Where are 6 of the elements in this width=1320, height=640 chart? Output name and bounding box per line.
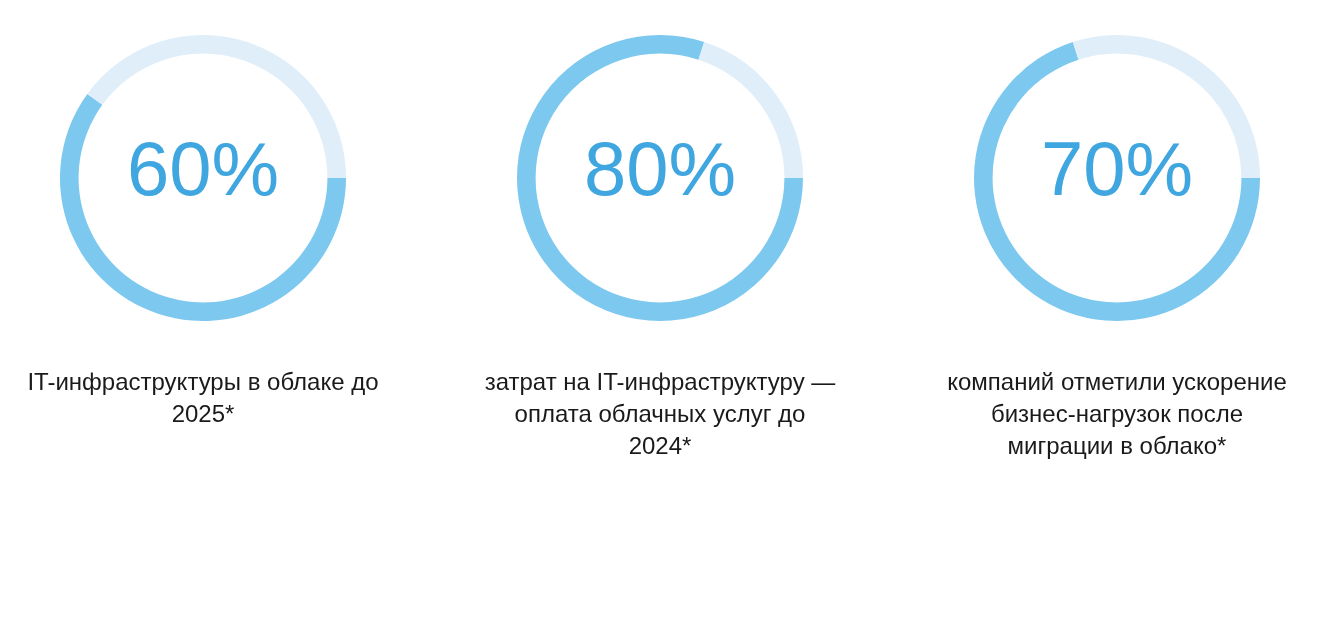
text: затрат на IT-инфраструктуру — оплата облачных услуг до 2024* (483, 367, 837, 461)
text: компаний отметили ускорение бизнес-нагрузок после миграции в облако* (946, 367, 1288, 461)
text: IT-инфраструктуры в облаке до 2025* (26, 367, 380, 429)
text: 70% (1040, 125, 1194, 211)
text: 80% (583, 125, 737, 211)
text: 60% (126, 125, 280, 211)
